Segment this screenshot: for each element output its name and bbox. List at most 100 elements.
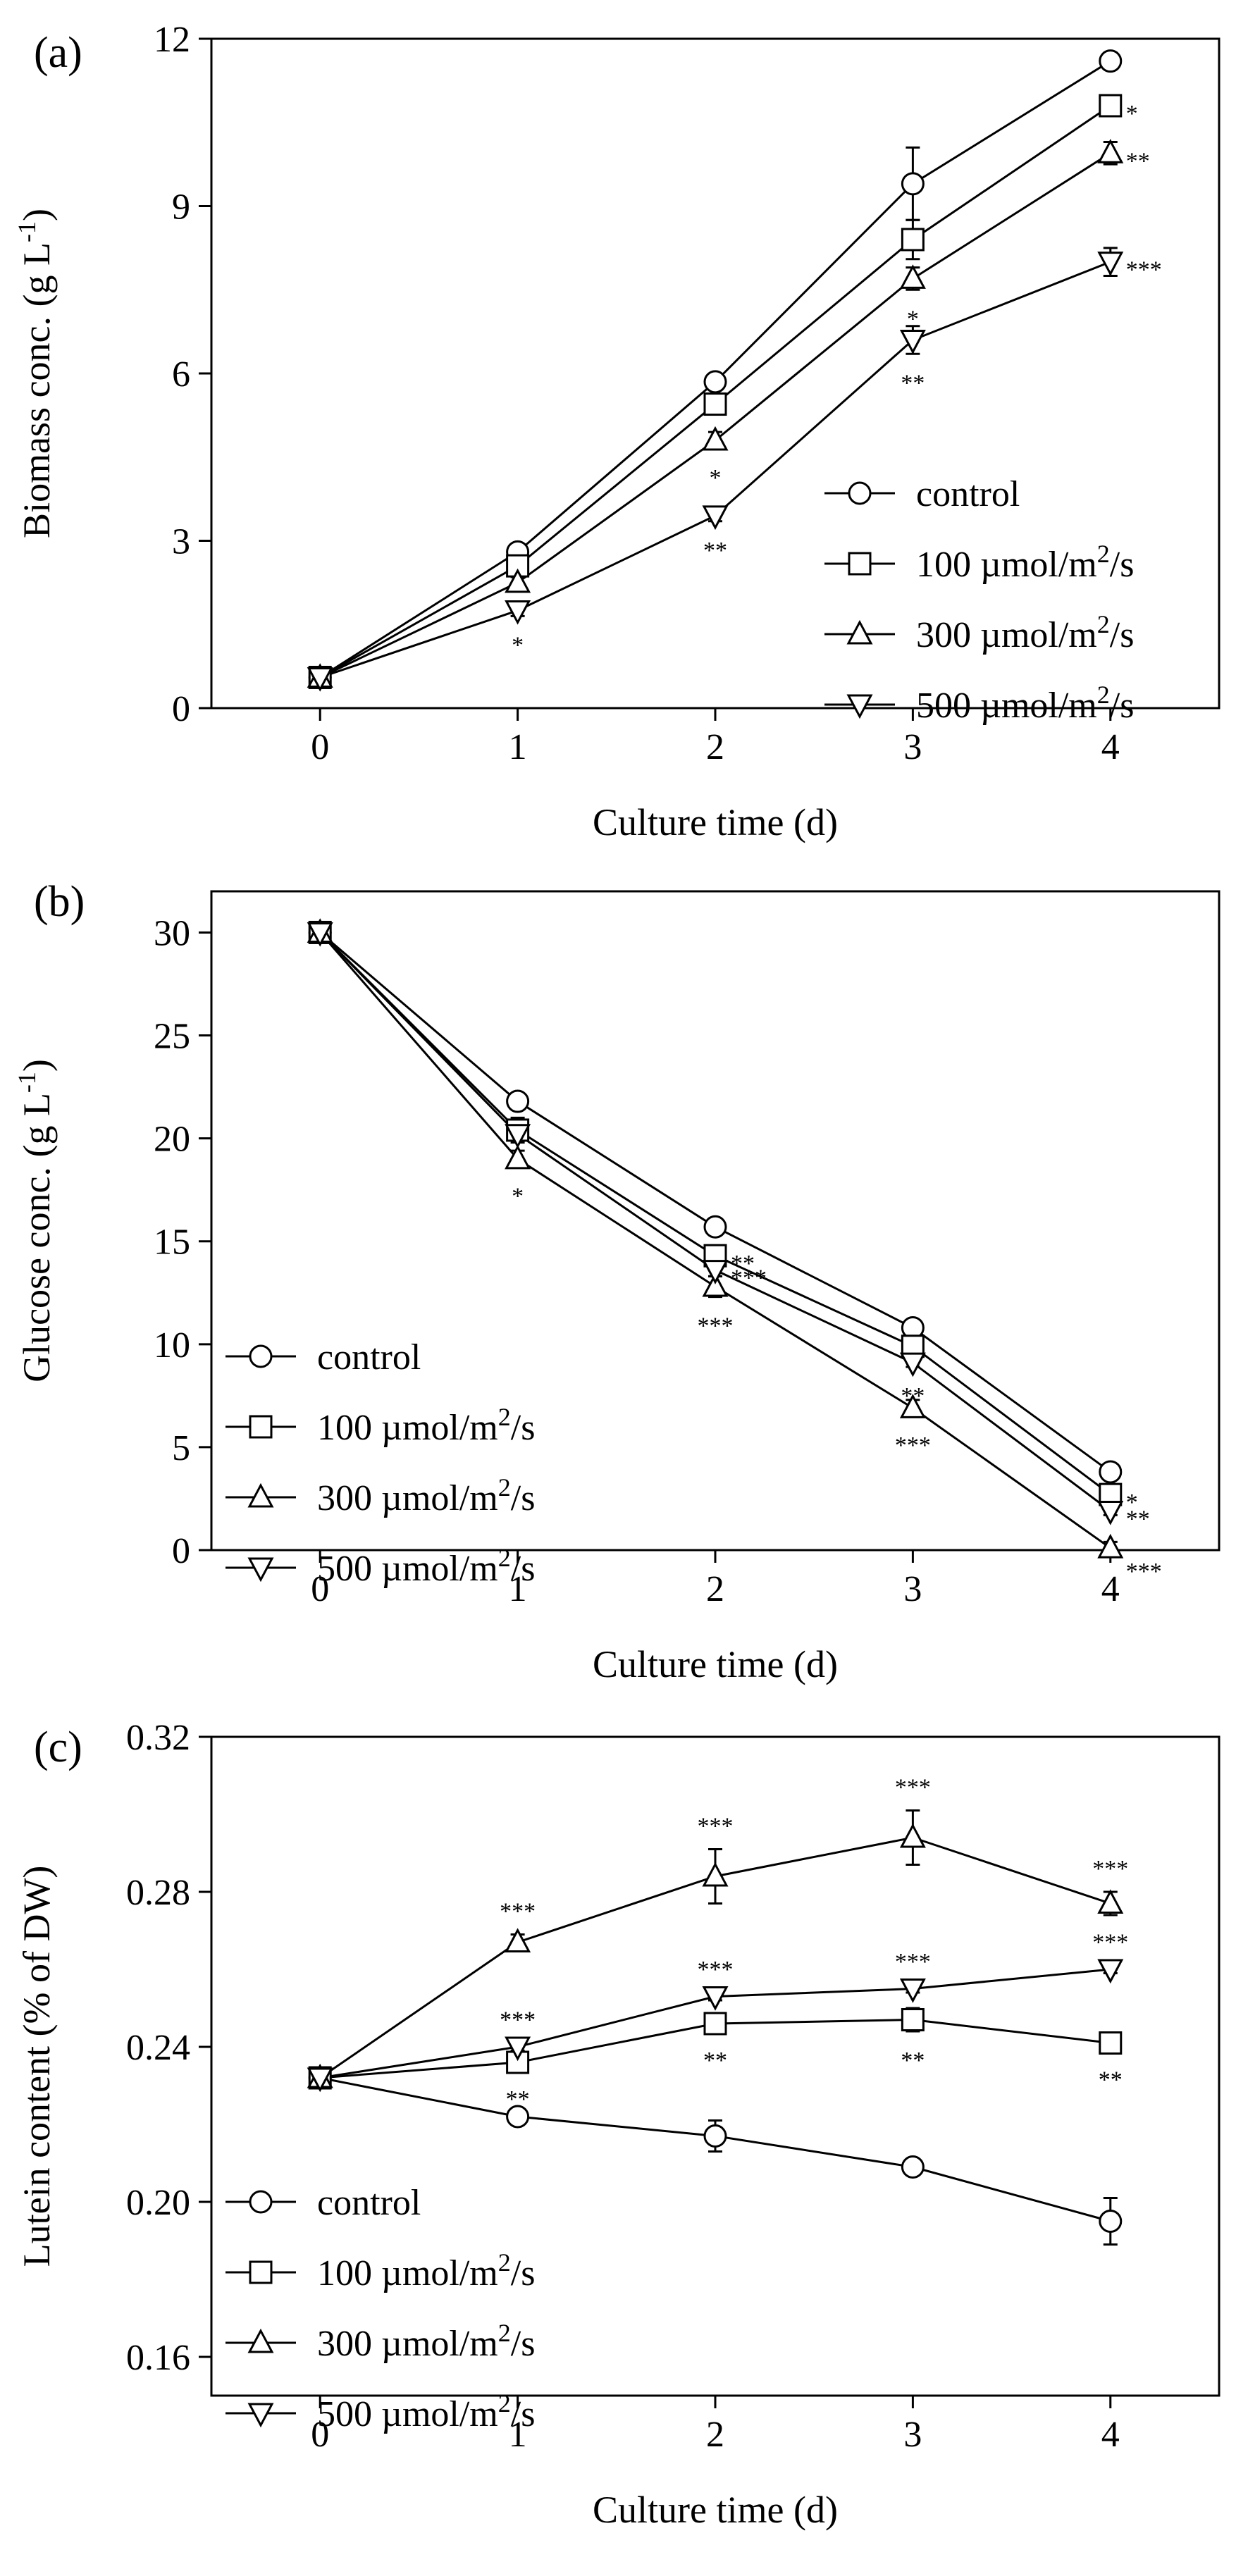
data-point-s1	[1099, 1460, 1123, 1484]
significance-marker: *	[710, 465, 722, 491]
data-point-s1	[1099, 49, 1123, 73]
data-point-s4	[505, 1124, 531, 1148]
data-point-s3	[505, 568, 531, 593]
significance-marker: **	[901, 370, 925, 396]
x-tick-label: 0	[311, 2415, 329, 2455]
y-axis-title: Lutein content (% of DW)	[16, 1866, 58, 2267]
data-point-s3	[899, 264, 926, 289]
legend-marker	[846, 694, 873, 719]
x-tick-label: 4	[1101, 2415, 1120, 2455]
legend-marker	[846, 619, 873, 645]
x-tick-label: 0	[311, 727, 329, 767]
data-point-s4	[899, 1352, 926, 1377]
y-tick-label: 6	[172, 354, 190, 395]
significance-marker: ***	[895, 1775, 931, 1801]
legend-marker	[247, 1557, 274, 1583]
x-tick-label: 4	[1101, 727, 1120, 767]
y-tick-label: 0.20	[126, 2183, 190, 2223]
data-point-s4	[899, 1979, 926, 2003]
legend-marker	[249, 2190, 273, 2214]
data-point-s4	[702, 505, 729, 531]
data-point-s3	[702, 1272, 729, 1297]
data-point-s4	[505, 2036, 531, 2062]
legend-label: 500 µmol/m2/s	[916, 681, 1134, 726]
legend-label: 100 µmol/m2/s	[317, 1403, 535, 1448]
legend-marker	[247, 2328, 274, 2353]
y-tick-label: 5	[172, 1428, 190, 1468]
significance-marker: **	[703, 2048, 727, 2074]
legend: control 100 µmol/m2/s 300 µmol/m2/s 500 µmo…	[225, 2183, 535, 2434]
y-tick-label: 12	[154, 20, 190, 60]
significance-marker: ***	[895, 1432, 931, 1459]
y-axis-title: Biomass conc. (g L-1)	[13, 209, 58, 538]
x-tick-label: 4	[1101, 1569, 1120, 1609]
significance-marker: **	[731, 1251, 755, 1277]
data-point-s1	[1099, 2210, 1123, 2233]
significance-marker: *	[1126, 101, 1138, 127]
data-point-s1	[703, 370, 727, 394]
significance-marker: **	[1099, 2067, 1123, 2093]
significance-marker: *	[1126, 1490, 1138, 1516]
significance-marker: ***	[500, 1899, 536, 1925]
panel-label: (a)	[34, 29, 82, 77]
x-tick-label: 3	[903, 727, 922, 767]
data-point-s4	[505, 600, 531, 625]
data-point-s4	[1097, 1959, 1124, 1984]
significance-marker: *	[907, 306, 919, 332]
y-tick-label: 3	[172, 522, 190, 562]
x-tick-label: 2	[706, 727, 724, 767]
legend-label: 300 µmol/m2/s	[317, 2319, 535, 2364]
significance-marker: ***	[1126, 257, 1162, 283]
data-point-s4	[307, 922, 333, 947]
data-point-s3	[1097, 139, 1124, 163]
data-point-s4	[307, 2067, 333, 2093]
legend-label: 300 µmol/m2/s	[916, 610, 1134, 655]
data-point-s4	[702, 1986, 729, 2011]
data-point-s3	[702, 426, 729, 451]
series-line-1	[319, 931, 1111, 1473]
significance-marker: ***	[1126, 1559, 1162, 1585]
legend-marker	[848, 552, 872, 576]
data-point-s1	[901, 172, 925, 196]
legend: control 100 µmol/m2/s 300 µmol/m2/s 500 µmo…	[824, 474, 1134, 726]
x-tick-label: 2	[706, 2415, 724, 2455]
data-point-s2	[901, 2008, 925, 2031]
legend-label: 500 µmol/m2/s	[317, 1544, 535, 1589]
y-tick-label: 0.28	[126, 1873, 190, 1913]
legend-label: control	[317, 1337, 421, 1377]
y-tick-label: 0.16	[126, 2338, 190, 2378]
significance-marker: ***	[1092, 1856, 1128, 1882]
chart-panel-3: (c) 0 1 2 3 4 0.16 0.20 0.24 0.28 0.32 Culture time…	[16, 1718, 1220, 2531]
x-axis-title: Culture time (d)	[593, 2489, 838, 2531]
significance-marker: ***	[500, 2007, 536, 2033]
data-point-s3	[1097, 1533, 1124, 1559]
x-tick-label: 3	[903, 2415, 922, 2455]
y-tick-label: 30	[154, 913, 190, 953]
data-point-s2	[703, 392, 727, 416]
y-tick-label: 10	[154, 1325, 190, 1366]
data-point-s3	[505, 1144, 531, 1170]
legend-marker	[247, 1482, 274, 1508]
y-tick-label: 25	[154, 1017, 190, 1057]
y-tick-label: 0	[172, 689, 190, 729]
legend-marker	[247, 2403, 274, 2428]
significance-marker: ***	[698, 1313, 734, 1339]
legend-label: 100 µmol/m2/s	[916, 540, 1134, 585]
data-point-s4	[899, 330, 926, 354]
significance-marker: ***	[1092, 1930, 1128, 1956]
legend-marker	[848, 481, 872, 505]
y-tick-label: 20	[154, 1120, 190, 1160]
data-point-s4	[702, 1260, 729, 1284]
data-point-s4	[1097, 1500, 1124, 1525]
y-tick-label: 9	[172, 187, 190, 228]
data-point-s3	[505, 1928, 531, 1952]
legend-label: 300 µmol/m2/s	[317, 1473, 535, 1518]
data-point-s2	[1099, 2031, 1123, 2055]
significance-marker: **	[703, 538, 727, 564]
x-tick-label: 1	[509, 2415, 527, 2455]
data-point-s3	[899, 1823, 926, 1848]
significance-marker: **	[1126, 1506, 1150, 1532]
series-line-1	[319, 60, 1111, 679]
